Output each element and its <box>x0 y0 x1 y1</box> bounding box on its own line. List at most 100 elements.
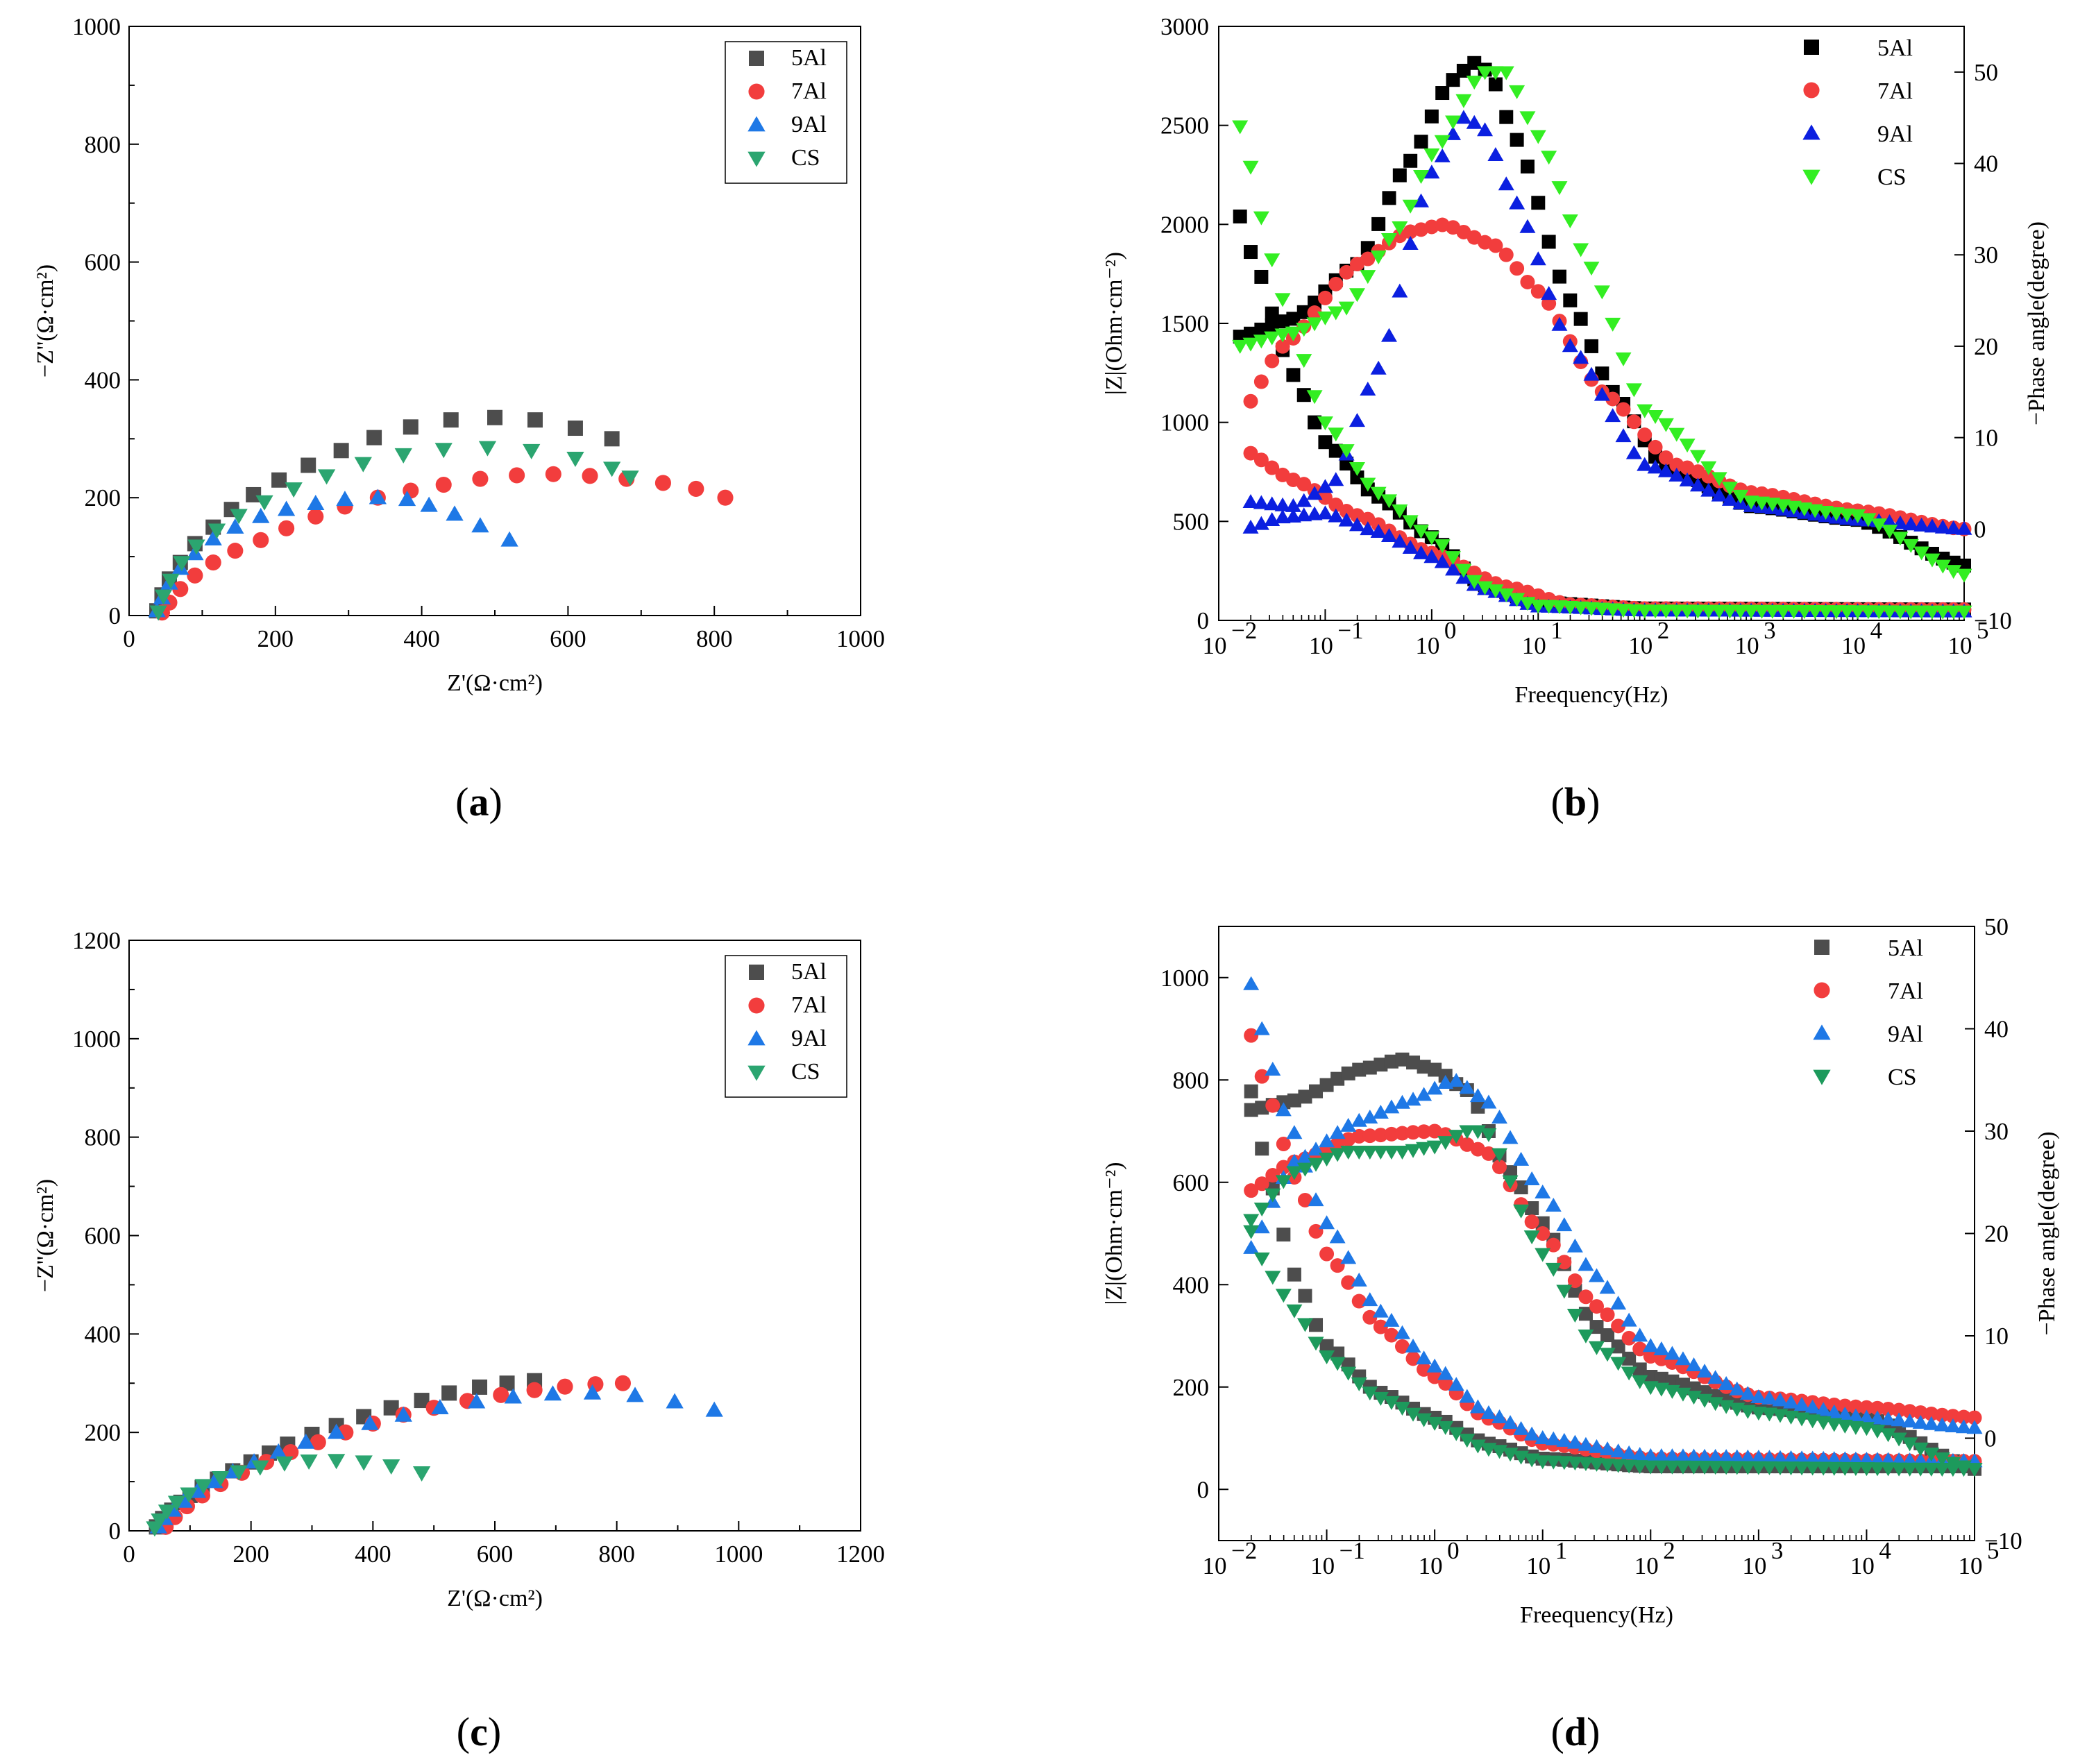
modulus-point <box>1775 604 1791 619</box>
modulus-point <box>1793 1461 1810 1476</box>
data-point <box>278 520 295 536</box>
phase-point <box>1563 293 1578 307</box>
phase-point <box>1253 495 1269 509</box>
modulus-point <box>1296 354 1312 368</box>
series-7Al <box>153 466 734 621</box>
modulus-point <box>1664 1448 1680 1463</box>
phase-point <box>1308 1157 1324 1172</box>
data-point <box>523 443 541 459</box>
phase-point <box>1772 1392 1789 1407</box>
modulus-point <box>1850 605 1866 620</box>
modulus-point <box>1362 1292 1378 1307</box>
modulus-point <box>1306 390 1323 405</box>
phase-point <box>1578 1329 1594 1343</box>
series-CS <box>149 441 639 621</box>
phase-point <box>1471 1099 1485 1114</box>
modulus-point <box>1328 498 1344 513</box>
phase-point <box>1858 1409 1875 1424</box>
data-point <box>282 1443 299 1461</box>
data-point <box>317 469 336 485</box>
phase-point <box>1934 1452 1950 1467</box>
phase-point <box>1700 482 1717 497</box>
modulus-point <box>1858 1452 1875 1466</box>
y-tick-label: 3000 <box>1160 13 1209 40</box>
y2-tick-label: 0 <box>1984 1425 1997 1452</box>
phase-point <box>1967 1410 1982 1425</box>
data-point <box>487 409 502 425</box>
phase-point <box>1605 317 1621 332</box>
phase-point <box>1637 427 1653 443</box>
phase-point <box>1523 1171 1540 1185</box>
data-point <box>602 461 621 477</box>
modulus-point <box>1632 1460 1648 1475</box>
phase-point <box>1902 538 1919 553</box>
phase-point <box>1578 1289 1594 1305</box>
modulus-point <box>1480 1405 1497 1420</box>
phase-point <box>1319 1078 1334 1092</box>
phase-point <box>1848 1399 1863 1414</box>
modulus-point <box>1416 1350 1432 1365</box>
phase-point <box>1859 1400 1874 1415</box>
legend-marker <box>748 997 765 1014</box>
modulus-point <box>1523 1426 1540 1441</box>
phase-point <box>1545 1262 1562 1277</box>
phase-point <box>1498 66 1514 80</box>
phase-point <box>1298 1089 1312 1104</box>
phase-point <box>1583 366 1600 381</box>
data-point <box>468 1393 486 1409</box>
modulus-point <box>1642 1448 1659 1462</box>
phase-point <box>1296 323 1312 337</box>
phase-point <box>1275 1175 1292 1189</box>
phase-point <box>1689 477 1706 492</box>
modulus-point <box>1498 588 1514 603</box>
phase-point <box>1891 1432 1907 1447</box>
data-point <box>412 1466 431 1482</box>
phase-point <box>1595 366 1609 381</box>
phase-point <box>1923 1448 1940 1462</box>
phase-point <box>1535 1216 1550 1230</box>
phase-point <box>1743 495 1759 510</box>
modulus-point <box>1253 211 1269 226</box>
modulus-point <box>1594 602 1610 617</box>
data-point <box>205 1473 223 1489</box>
phase-point <box>1616 402 1631 417</box>
x-tick-label: 800 <box>696 625 733 652</box>
phase-point <box>1445 115 1462 130</box>
phase-point <box>1621 1366 1637 1381</box>
modulus-point <box>1459 1434 1476 1448</box>
modulus-point <box>1405 1351 1421 1366</box>
phase-point <box>1437 1136 1454 1151</box>
phase-point <box>1242 493 1259 508</box>
phase-point <box>1264 331 1281 346</box>
x-tick-label: 1000 <box>714 1541 763 1568</box>
phase-point <box>1610 1357 1627 1371</box>
modulus-point <box>1729 1461 1746 1475</box>
modulus-point <box>1610 1443 1627 1458</box>
phase-point <box>1647 459 1664 474</box>
phase-point <box>1837 1398 1852 1414</box>
caption-c: (c) <box>457 1709 501 1754</box>
modulus-point <box>1902 605 1919 620</box>
data-point <box>566 451 584 467</box>
modulus-point <box>1423 531 1440 545</box>
series-9Al <box>148 489 518 618</box>
modulus-point <box>1317 490 1333 505</box>
phase-point <box>1413 193 1430 207</box>
y2-tick-label: −10 <box>1984 1527 2022 1554</box>
phase-point <box>1924 1406 1939 1421</box>
modulus-point <box>1783 1450 1800 1464</box>
modulus-point <box>1308 1337 1324 1351</box>
modulus-point <box>1417 1362 1432 1377</box>
phase-point <box>1502 1175 1519 1189</box>
data-point <box>394 1406 412 1422</box>
data-point <box>583 1384 602 1400</box>
modulus-point <box>1426 1416 1443 1431</box>
phase-point <box>1924 553 1941 568</box>
phase-point <box>1434 135 1451 149</box>
phase-point <box>1625 445 1642 459</box>
data-point <box>382 1459 400 1475</box>
phase-point <box>1243 1239 1260 1254</box>
data-point <box>253 532 269 548</box>
data-point <box>205 554 221 571</box>
series-5Al <box>149 409 620 619</box>
